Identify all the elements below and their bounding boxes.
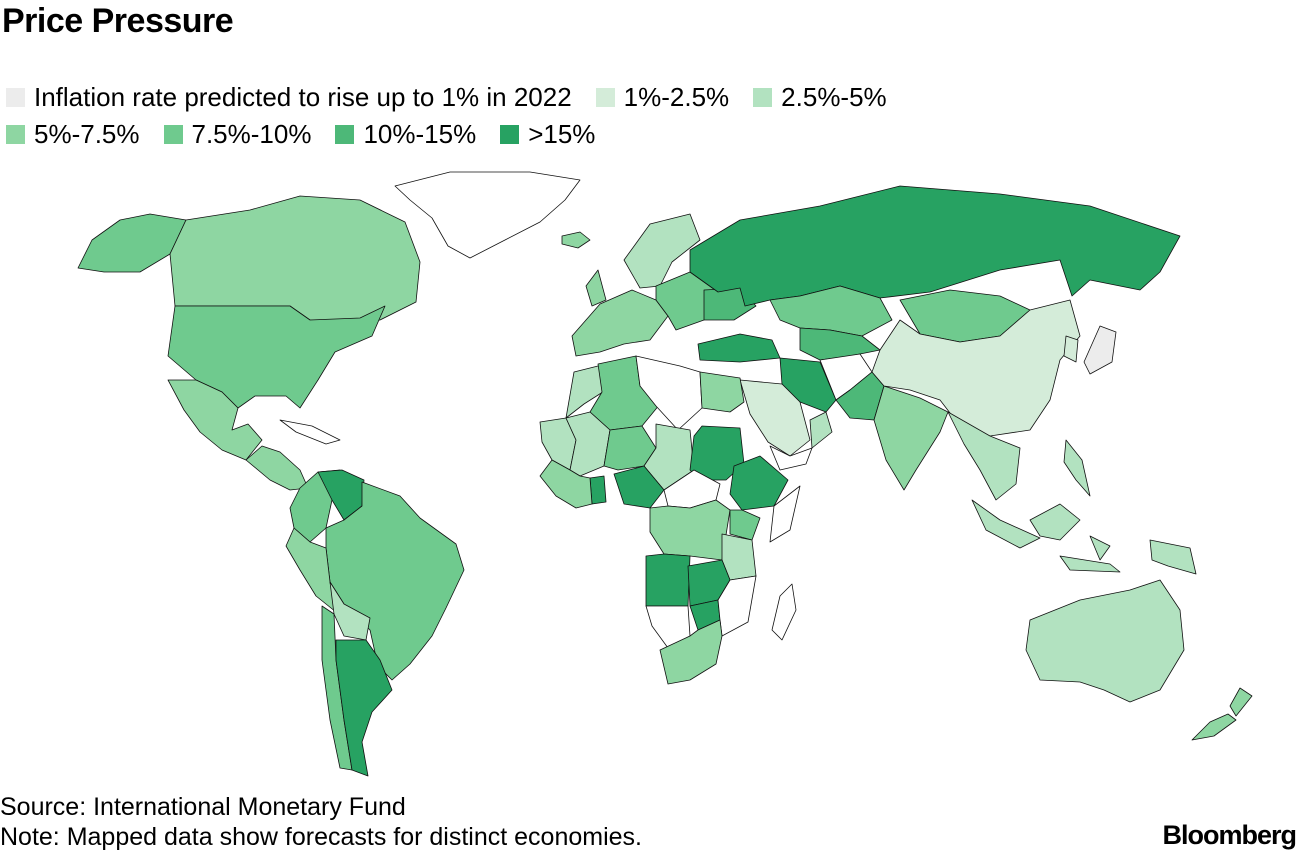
legend-item-5-7-5: 5%-7.5% <box>6 119 140 149</box>
legend-item-10-15: 10%-15% <box>335 119 476 149</box>
region-philippines <box>1063 439 1091 497</box>
region-central-asia <box>799 327 881 361</box>
region-mexico <box>167 379 263 461</box>
region-iceland <box>561 231 591 249</box>
region-madagascar <box>771 583 797 641</box>
region-western-europe <box>571 289 669 357</box>
footnote: Note: Mapped data show forecasts for dis… <box>0 823 642 851</box>
bloomberg-logo: Bloomberg <box>1162 820 1296 850</box>
legend-label: 10%-15% <box>363 119 477 149</box>
map-legend: Inflation rate predicted to rise up to 1… <box>6 82 1006 149</box>
page-title: Price Pressure <box>2 2 234 40</box>
region-scandinavia <box>623 213 701 289</box>
legend-swatch <box>753 87 773 107</box>
region-papua-new-guinea <box>1149 539 1197 575</box>
legend-swatch <box>6 124 25 144</box>
region-mali <box>565 411 611 477</box>
region-southeast-asia <box>947 411 1021 501</box>
region-china <box>871 299 1081 437</box>
region-turkey <box>697 333 781 363</box>
region-yemen <box>769 445 813 471</box>
region-australia <box>1025 579 1185 703</box>
legend-swatch <box>6 87 25 107</box>
legend-swatch <box>335 124 355 144</box>
region-greenland <box>394 171 581 259</box>
region-new-zealand <box>1191 687 1253 741</box>
legend-label: Inflation rate predicted to rise up to 1… <box>34 82 572 112</box>
region-somalia <box>769 485 801 543</box>
region-oman <box>809 411 833 449</box>
legend-label: 5%-7.5% <box>34 119 140 149</box>
region-india <box>873 385 949 491</box>
legend-label: 2.5%-5% <box>781 82 887 112</box>
region-angola <box>645 553 691 607</box>
legend-item-1-2-5: 1%-2.5% <box>595 82 730 112</box>
region-dr-congo <box>649 499 731 561</box>
region-nigeria <box>613 465 665 509</box>
source-note: Source: International Monetary Fund <box>0 793 406 821</box>
legend-swatch <box>163 124 183 144</box>
region-libya <box>635 355 703 431</box>
region-argentina <box>335 639 393 777</box>
region-alaska <box>77 213 187 273</box>
region-south-africa <box>659 619 723 685</box>
region-korea <box>1063 335 1079 363</box>
chart-footer: Source: International Monetary Fund Note… <box>0 792 642 852</box>
legend-swatch <box>500 124 520 144</box>
region-kenya <box>729 509 761 541</box>
legend-item-2-5-5: 2.5%-5% <box>753 82 887 112</box>
legend-item-7-5-10: 7.5%-10% <box>163 119 312 149</box>
legend-label: 1%-2.5% <box>623 82 730 112</box>
region-japan <box>1083 325 1117 375</box>
region-saudi-arabia <box>739 379 811 457</box>
legend-item-up-to-1: Inflation rate predicted to rise up to 1… <box>6 82 572 112</box>
region-indonesia <box>971 499 1121 573</box>
legend-item-over-15: >15% <box>500 119 595 149</box>
region-central-america <box>245 445 309 491</box>
region-egypt <box>699 371 745 413</box>
legend-label: 7.5%-10% <box>191 119 312 149</box>
legend-swatch <box>595 87 615 107</box>
region-ghana <box>589 475 607 505</box>
region-kazakhstan <box>769 285 893 337</box>
region-cuba <box>279 419 341 445</box>
region-united-kingdom <box>585 269 607 307</box>
region-russia <box>689 185 1181 307</box>
legend-label: >15% <box>528 119 596 149</box>
world-map <box>77 171 1253 777</box>
region-west-africa <box>539 459 593 509</box>
